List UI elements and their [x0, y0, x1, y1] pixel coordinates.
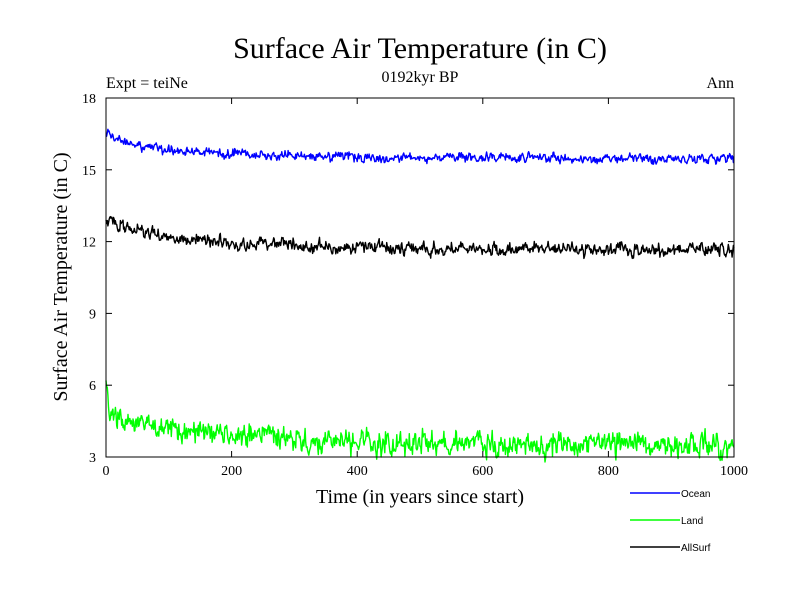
x-tick-label: 400 [347, 464, 368, 479]
ticks-layer: 0 200 400 600 800 1000 3 6 9 12 15 18 [82, 92, 748, 479]
x-tick-label: 1000 [720, 464, 748, 479]
season-label: Ann [706, 75, 734, 92]
y-axis-label: Surface Air Temperature (in C) [50, 152, 72, 401]
x-axis-label: Time (in years since start) [316, 486, 524, 508]
y-tick-label: 15 [82, 164, 96, 179]
plot-frame [105, 97, 735, 458]
chart-subtitle: 0192kyr BP [382, 69, 459, 86]
experiment-label: Expt = teiNe [106, 75, 188, 92]
chart-title: Surface Air Temperature (in C) [233, 32, 607, 65]
x-tick-label: 0 [103, 464, 110, 479]
legend-label-land: Land [681, 516, 703, 527]
series-line-land [105, 380, 735, 463]
legend: Ocean Land AllSurf [630, 489, 711, 554]
x-tick-label: 600 [472, 464, 493, 479]
legend-label-allsurf: AllSurf [681, 543, 711, 554]
y-tick-label: 3 [89, 451, 96, 466]
series-line-ocean [105, 128, 735, 166]
y-tick-label: 12 [82, 236, 96, 251]
y-tick-label: 18 [82, 92, 96, 107]
series-layer [105, 128, 735, 463]
x-tick-label: 800 [598, 464, 619, 479]
series-line-allsurf [105, 215, 735, 260]
legend-label-ocean: Ocean [681, 489, 710, 500]
y-tick-label: 9 [89, 307, 96, 322]
x-tick-label: 200 [221, 464, 242, 479]
y-tick-label: 6 [89, 379, 96, 394]
